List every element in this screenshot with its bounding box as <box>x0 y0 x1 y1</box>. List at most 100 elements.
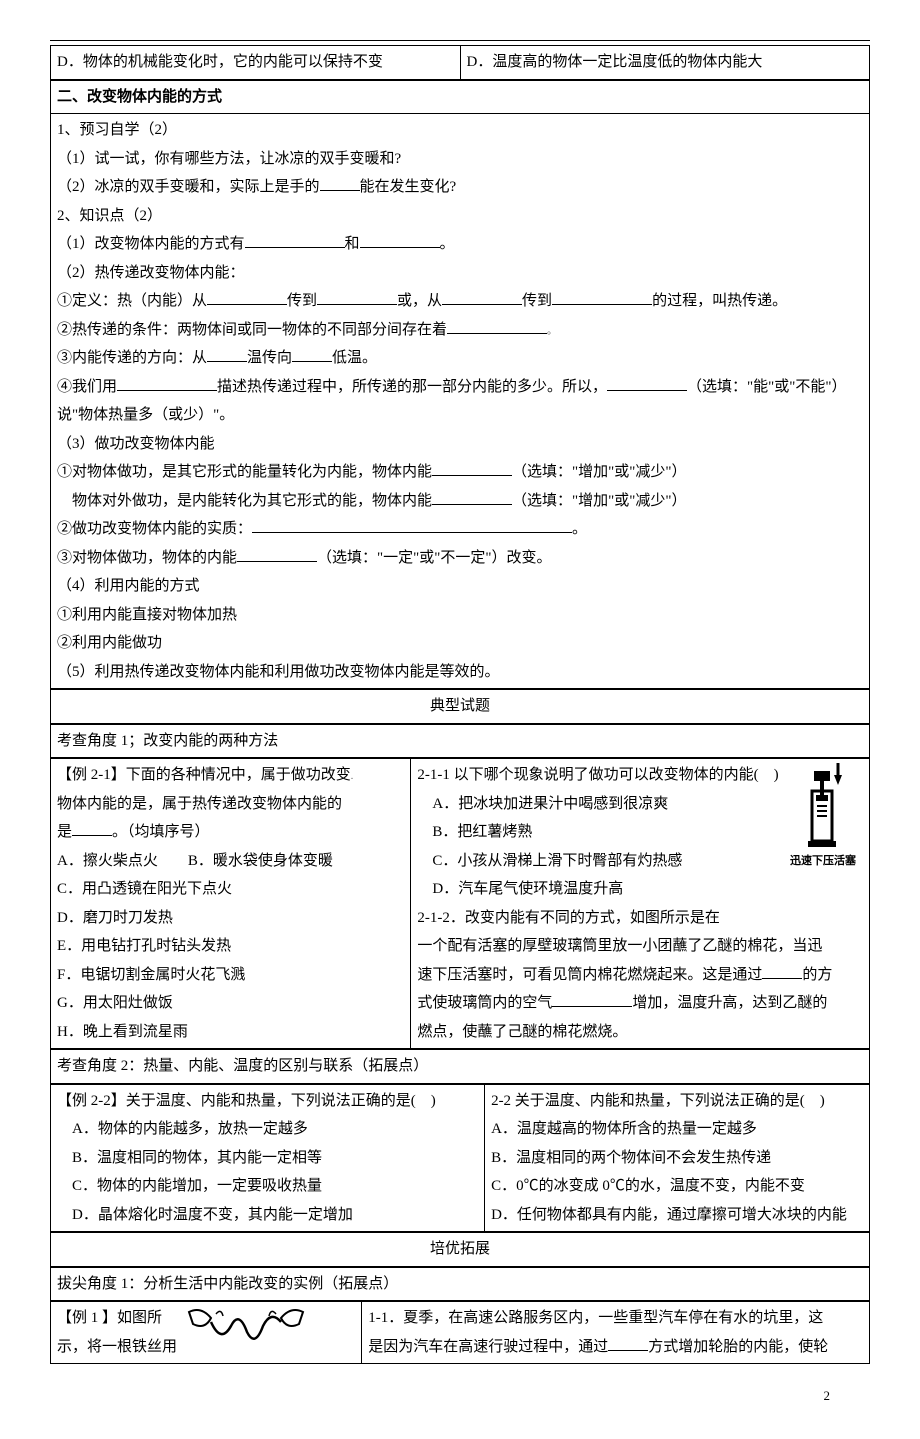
top-row-table: D．物体的机械能变化时，它的内能可以保持不变 D．温度高的物体一定比温度低的物体… <box>50 45 870 80</box>
text: 能在发生变化? <box>360 179 457 195</box>
ext-title-table: 培优拓展 <box>50 1232 870 1267</box>
ext-angle1-table: 拔尖角度 1：分析生活中内能改变的实例（拓展点） <box>50 1267 870 1302</box>
text: 速下压活塞时，可看见筒内棉花燃烧起来。这是通过 <box>417 967 762 983</box>
ex21-d: D．磨刀时刀发热 <box>57 904 404 933</box>
ex21-e: E．用电钻打孔时钻头发热 <box>57 932 404 961</box>
text: C．小孩从滑梯上滑下时臀部有灼热感 <box>432 853 682 869</box>
ex22-table: 【例 2-2】关于温度、内能和热量，下列说法正确的是( ) A．物体的内能越多，… <box>50 1084 870 1233</box>
ex21-right: 迅速下压活塞 2-1-1 以下哪个现象说明了做功可以改变物体的内能( ) A．把… <box>411 759 870 1049</box>
ex21-stem2: 物体内能的是，属于热传递改变物体内能的 <box>57 790 404 819</box>
text: 的过程，叫热传递。 <box>652 293 787 309</box>
blank <box>207 346 247 362</box>
text: （2）冰凉的双手变暖和，实际上是手的 <box>57 179 320 195</box>
ex212-l5: 燃点，使蘸了己醚的棉花燃烧。 <box>417 1018 863 1047</box>
blank <box>117 375 217 391</box>
ex21-g: G．用太阳灶做饭 <box>57 989 404 1018</box>
ex212-l4: 式使玻璃筒内的空气 增加，温度升高，达到乙醚的 <box>417 989 863 1018</box>
blank <box>432 489 512 505</box>
dot: 。 <box>547 326 557 337</box>
text: ②热传递的条件：两物体间或同一物体的不同部分间存在着 <box>57 322 447 338</box>
top-row-right: D．温度高的物体一定比温度低的物体内能大 <box>460 46 870 80</box>
blank <box>552 289 652 305</box>
ex22-left: 【例 2-2】关于温度、内能和热量，下列说法正确的是( ) A．物体的内能越多，… <box>51 1084 485 1232</box>
ex211-d: D．汽车尾气使环境温度升高 <box>417 875 863 904</box>
top-rule <box>50 40 870 41</box>
ex22r-a: A．温度越高的物体所含的热量一定越多 <box>491 1115 863 1144</box>
text: 物体对外做功，是内能转化为其它形式的能，物体内能 <box>57 493 432 509</box>
text: 低温。 <box>332 350 377 366</box>
text: A．把冰块加进果汁中喝感到很凉爽 <box>432 796 668 812</box>
angle2-table: 考查角度 2：热量、内能、温度的区别与联系（拓展点） <box>50 1049 870 1084</box>
preview-q2: （2）冰凉的双手变暖和，实际上是手的 能在发生变化? <box>57 173 863 202</box>
work-3: ③对物体做功，物体的内能（选填："一定"或"不一定"）改变。 <box>57 544 863 573</box>
text: 的方 <box>802 967 832 983</box>
text: D．汽车尾气使环境温度升高 <box>432 881 623 897</box>
ex22r-c: C．0℃的冰变成 0℃的水，温度不变，内能不变 <box>491 1172 863 1201</box>
blank <box>608 1335 648 1351</box>
ex1-right: 1-1．夏季，在高速公路服务区内，一些重型汽车停在有水的坑里，这 是因为汽车在高… <box>362 1302 870 1364</box>
text: ①对物体做功，是其它形式的能量转化为内能，物体内能 <box>57 464 432 480</box>
ex21-a: A．擦火柴点火 B．暖水袋使身体变暖 <box>57 847 404 876</box>
def-4: ④我们用描述热传递过程中，所传递的那一部分内能的多少。所以，（选填："能"或"不… <box>57 373 863 430</box>
ex11-l2: 是因为汽车在高速行驶过程中，通过方式增加轮胎的内能，使轮 <box>368 1333 863 1362</box>
blank <box>245 232 345 248</box>
typical-title: 典型试题 <box>51 690 870 724</box>
text: C．物体的内能增加，一定要吸收热量 <box>72 1178 322 1194</box>
text: 。 <box>440 236 455 252</box>
blank <box>447 318 547 334</box>
text: 。（均填序号） <box>112 824 210 840</box>
def-3: ③内能传递的方向：从温传向低温。 <box>57 344 863 373</box>
ex22-right: 2-2 关于温度、内能和热量，下列说法正确的是( ) A．温度越高的物体所含的热… <box>485 1084 870 1232</box>
blank <box>237 546 317 562</box>
angle1-title: 考查角度 1；改变内能的两种方法 <box>51 724 870 758</box>
text: （选填："一定"或"不一定"）改变。 <box>317 550 552 566</box>
blank <box>360 232 440 248</box>
ex21-stem1: 【例 2-1】下面的各种情况中，属于做功改变. <box>57 761 404 790</box>
kp-2: （2）热传递改变物体内能： <box>57 259 863 288</box>
section2-title: 二、改变物体内能的方式 <box>57 89 222 105</box>
text: 增加，温度升高，达到乙醚的 <box>632 995 827 1011</box>
ext-angle1-title: 拔尖角度 1：分析生活中内能改变的实例（拓展点） <box>51 1267 870 1301</box>
section2-body: 1、预习自学（2） （1）试一试，你有哪些方法，让冰凉的双手变暖和? （2）冰凉… <box>51 114 870 689</box>
piston-figure: 迅速下压活塞 <box>783 761 863 872</box>
blank <box>207 289 287 305</box>
ex21-h: H．晚上看到流星雨 <box>57 1018 404 1047</box>
ex21-c: C．用凸透镜在阳光下点火 <box>57 875 404 904</box>
text: 和 <box>345 236 360 252</box>
dot: . <box>351 771 354 782</box>
ex22r-stem: 2-2 关于温度、内能和热量，下列说法正确的是( ) <box>491 1087 863 1116</box>
use-1: ①利用内能直接对物体加热 <box>57 601 863 630</box>
ex1-left: 【例 1 】如图所 示，将一根铁丝用 <box>51 1302 362 1364</box>
blank <box>442 289 522 305</box>
text: B．温度相同的物体，其内能一定相等 <box>72 1150 322 1166</box>
text: （1）改变物体内能的方式有 <box>57 236 245 252</box>
ex22r-b: B．温度相同的两个物体间不会发生热传递 <box>491 1144 863 1173</box>
ex22r-d: D．任何物体都具有内能，通过摩擦可增大冰块的内能 <box>491 1201 863 1230</box>
text: （选填："增加"或"减少"） <box>512 464 687 480</box>
ex1-l2: 示，将一根铁丝用 <box>57 1333 177 1362</box>
ex21-f: F．电锯切割金属时火花飞溅 <box>57 961 404 990</box>
text: ③内能传递的方向：从 <box>57 350 207 366</box>
text: 传到 <box>287 293 317 309</box>
text: 方式增加轮胎的内能，使轮 <box>648 1339 828 1355</box>
blank <box>292 346 332 362</box>
ex22-b: B．温度相同的物体，其内能一定相等 <box>57 1144 478 1173</box>
blank <box>252 517 572 533</box>
piston-icon <box>798 761 848 851</box>
use-2: ②利用内能做功 <box>57 629 863 658</box>
section2-title-cell: 二、改变物体内能的方式 <box>51 80 870 114</box>
text: D．晶体熔化时温度不变，其内能一定增加 <box>72 1207 353 1223</box>
wire-bending-icon <box>181 1304 311 1354</box>
text: 是 <box>57 824 72 840</box>
blank <box>317 289 397 305</box>
ex21-table: 【例 2-1】下面的各种情况中，属于做功改变. 物体内能的是，属于热传递改变物体… <box>50 758 870 1049</box>
ex11-l1: 1-1．夏季，在高速公路服务区内，一些重型汽车停在有水的坑里，这 <box>368 1304 863 1333</box>
ext-title: 培优拓展 <box>51 1233 870 1267</box>
preview-q1: （1）试一试，你有哪些方法，让冰凉的双手变暖和? <box>57 145 863 174</box>
section2-table: 二、改变物体内能的方式 1、预习自学（2） （1）试一试，你有哪些方法，让冰凉的… <box>50 80 870 690</box>
blank <box>72 820 112 836</box>
ex22-c: C．物体的内能增加，一定要吸收热量 <box>57 1172 478 1201</box>
text: 传到 <box>522 293 552 309</box>
page-number: 2 <box>50 1384 870 1409</box>
text: 式使玻璃筒内的空气 <box>417 995 552 1011</box>
